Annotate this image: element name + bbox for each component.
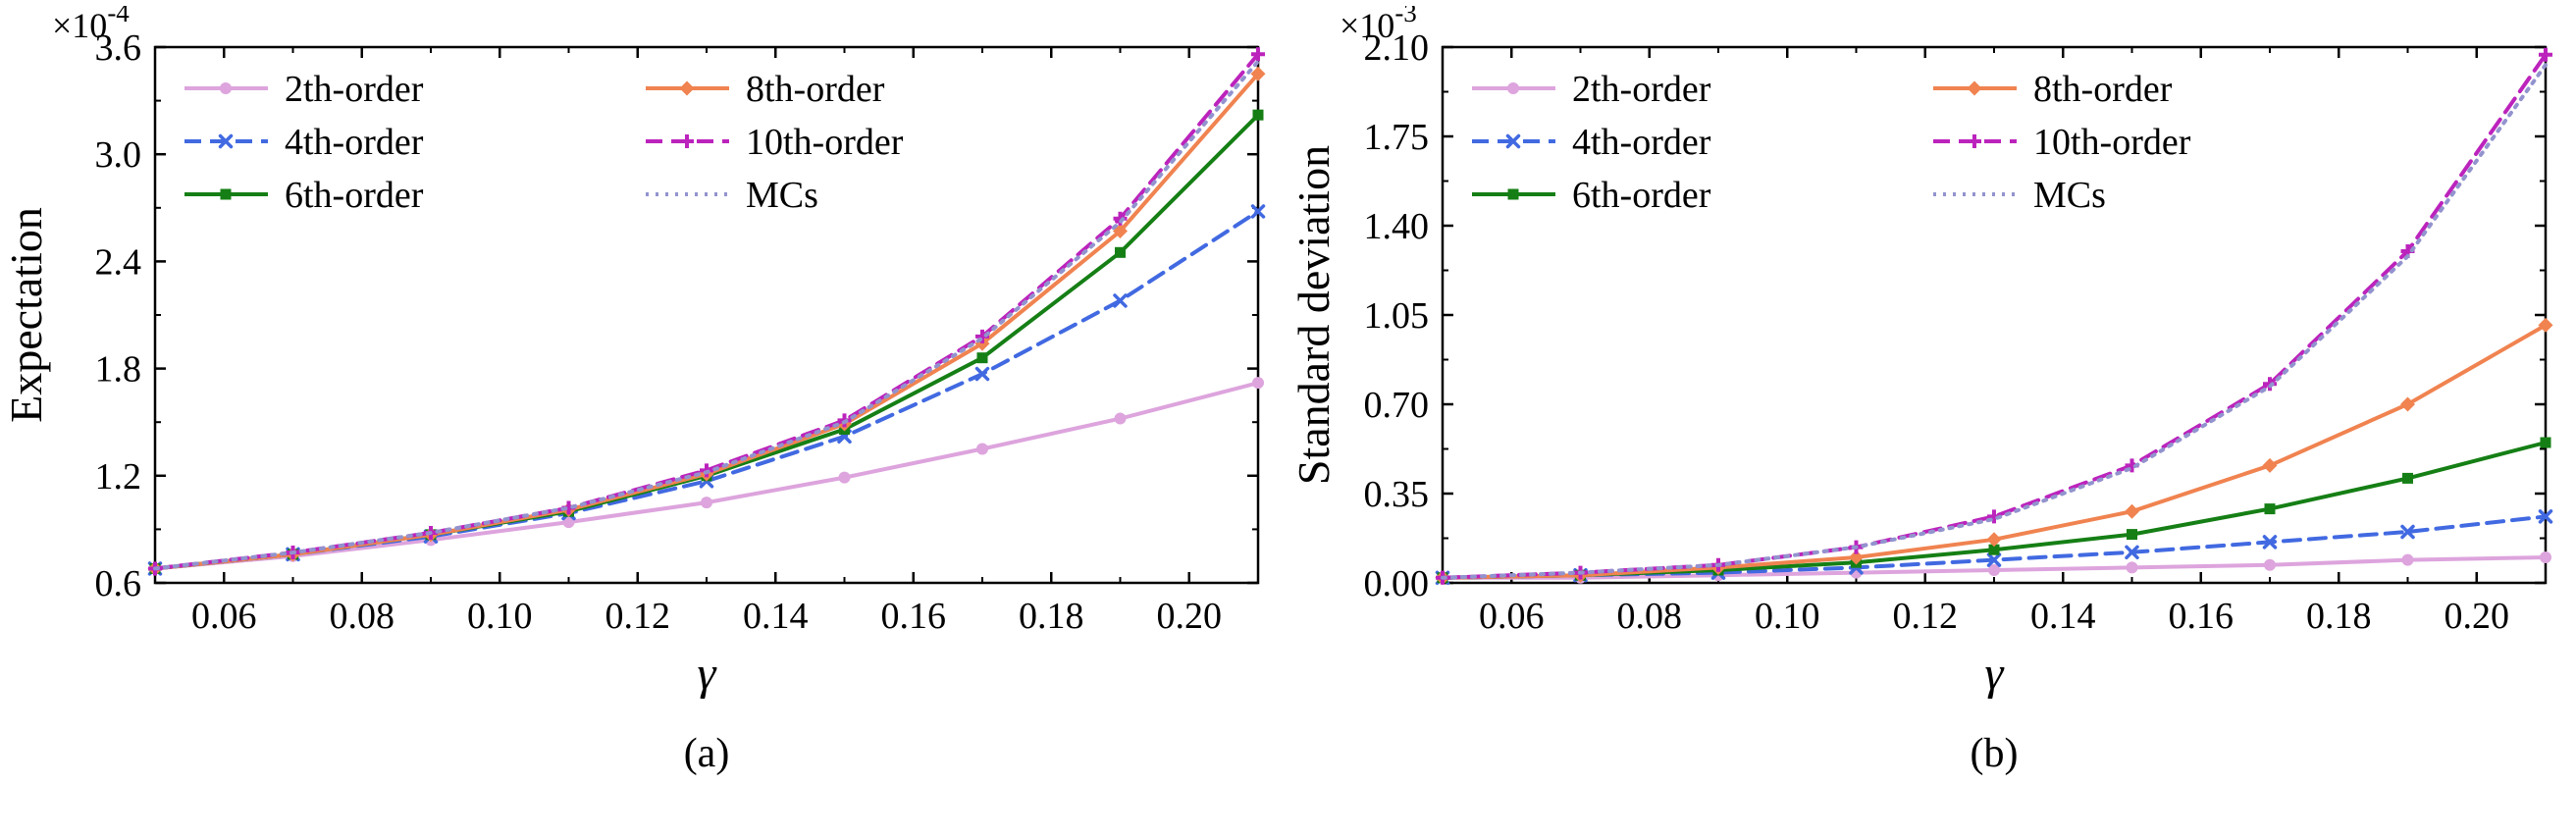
svg-text:3.6: 3.6 bbox=[95, 27, 142, 69]
svg-text:0.10: 0.10 bbox=[467, 596, 533, 637]
figure: 0.06 0.08 0.10 0.12 0.14 0.16 0.18 0.20 0.6 1.2 1.… bbox=[0, 6, 2575, 777]
svg-text:0.08: 0.08 bbox=[1617, 596, 1683, 637]
svg-text:0.18: 0.18 bbox=[2306, 596, 2372, 637]
svg-text:3.0: 3.0 bbox=[95, 134, 142, 176]
svg-text:0.16: 0.16 bbox=[2169, 596, 2234, 637]
svg-text:8th-order: 8th-order bbox=[2033, 69, 2173, 110]
svg-text:10th-order: 10th-order bbox=[746, 122, 904, 163]
svg-text:0.14: 0.14 bbox=[2030, 596, 2096, 637]
svg-text:0.70: 0.70 bbox=[1364, 385, 1430, 426]
svg-text:1.75: 1.75 bbox=[1364, 117, 1430, 158]
svg-text:1.2: 1.2 bbox=[95, 456, 142, 498]
svg-text:0.20: 0.20 bbox=[1157, 596, 1223, 637]
svg-text:6th-order: 6th-order bbox=[1572, 175, 1711, 216]
svg-text:2th-order: 2th-order bbox=[1572, 69, 1711, 110]
svg-text:0.14: 0.14 bbox=[743, 596, 809, 637]
svg-text:1.40: 1.40 bbox=[1364, 206, 1430, 247]
svg-text:0.16: 0.16 bbox=[881, 596, 947, 637]
expectation-chart: 0.06 0.08 0.10 0.12 0.14 0.16 0.18 0.20 0.6 1.2 1.… bbox=[0, 6, 1276, 716]
svg-text:0.08: 0.08 bbox=[330, 596, 395, 637]
svg-text:0.06: 0.06 bbox=[1479, 596, 1545, 637]
svg-text:0.6: 0.6 bbox=[95, 563, 142, 604]
svg-text:4th-order: 4th-order bbox=[1572, 122, 1711, 163]
svg-text:6th-order: 6th-order bbox=[285, 175, 424, 216]
svg-text:1.8: 1.8 bbox=[95, 349, 142, 391]
svg-text:0.06: 0.06 bbox=[191, 596, 257, 637]
panel-caption: (a) bbox=[683, 731, 730, 776]
svg-text:0.18: 0.18 bbox=[1019, 596, 1084, 637]
svg-text:MCs: MCs bbox=[746, 175, 818, 216]
svg-text:1.05: 1.05 bbox=[1364, 295, 1430, 337]
svg-text:2.4: 2.4 bbox=[95, 241, 142, 283]
svg-text:2th-order: 2th-order bbox=[285, 69, 424, 110]
svg-text:0.12: 0.12 bbox=[605, 596, 671, 637]
svg-text:Expectation: Expectation bbox=[1, 207, 51, 423]
svg-text:10th-order: 10th-order bbox=[2033, 122, 2191, 163]
panel-a: 0.06 0.08 0.10 0.12 0.14 0.16 0.18 0.20 0.6 1.2 1.… bbox=[0, 6, 1288, 777]
svg-text:4th-order: 4th-order bbox=[285, 122, 424, 163]
svg-text:8th-order: 8th-order bbox=[746, 69, 885, 110]
svg-text:MCs: MCs bbox=[2033, 175, 2106, 216]
svg-text:0.00: 0.00 bbox=[1364, 563, 1430, 604]
svg-text:2.10: 2.10 bbox=[1364, 27, 1430, 69]
svg-text:0.12: 0.12 bbox=[1893, 596, 1959, 637]
svg-text:γ: γ bbox=[698, 648, 717, 700]
standard-deviation-chart: 0.06 0.08 0.10 0.12 0.14 0.16 0.18 0.20 0.00 0.35… bbox=[1288, 6, 2563, 716]
svg-text:0.20: 0.20 bbox=[2445, 596, 2510, 637]
panel-caption: (b) bbox=[1970, 731, 2019, 776]
svg-text:γ: γ bbox=[1985, 648, 2005, 700]
svg-text:Standard deviation: Standard deviation bbox=[1288, 145, 1339, 485]
svg-text:0.35: 0.35 bbox=[1364, 474, 1430, 515]
svg-text:0.10: 0.10 bbox=[1755, 596, 1820, 637]
panel-b: 0.06 0.08 0.10 0.12 0.14 0.16 0.18 0.20 0.00 0.35… bbox=[1288, 6, 2575, 777]
